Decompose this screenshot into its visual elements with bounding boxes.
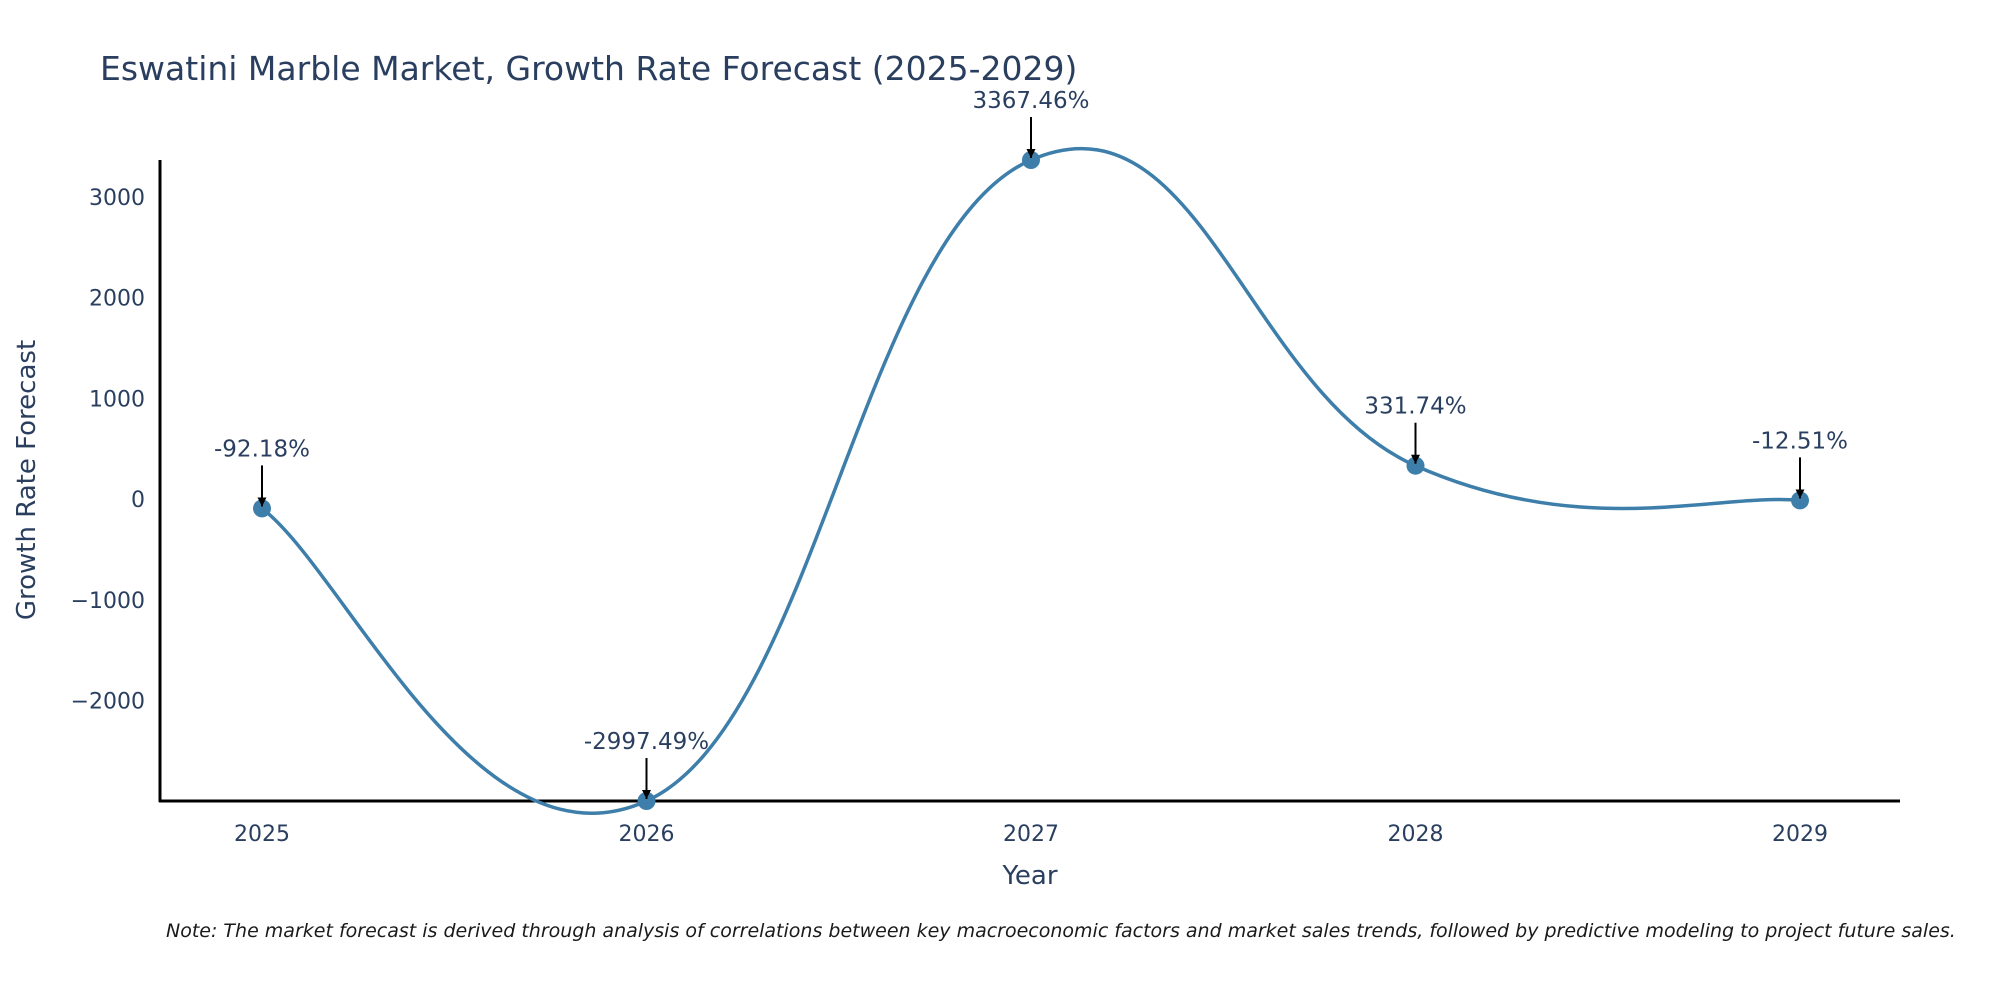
data-label: 331.74% <box>1364 394 1466 420</box>
chart-title: Eswatini Marble Market, Growth Rate Fore… <box>100 49 1077 88</box>
data-annotation: 331.74% <box>1364 394 1467 464</box>
footnote: Note: The market forecast is derived thr… <box>166 920 1956 942</box>
x-tick-label: 2027 <box>1003 822 1059 847</box>
series-line <box>260 146 1801 815</box>
data-label: 3367.46% <box>973 88 1090 114</box>
y-tick-label: 2000 <box>89 287 145 312</box>
data-annotation: 3367.46% <box>973 88 1090 158</box>
y-axis-title: Growth Rate Forecast <box>12 340 42 620</box>
y-tick-label: −2000 <box>71 690 145 715</box>
x-tick-label: 2026 <box>619 822 675 847</box>
y-tick-label: 0 <box>131 488 145 513</box>
y-axis: 3000 2000 1000 0 −1000 −2000 <box>71 160 162 802</box>
data-label: -2997.49% <box>584 729 709 755</box>
data-label: -12.51% <box>1752 428 1848 454</box>
x-tick-label: 2029 <box>1772 822 1828 847</box>
data-annotation: -2997.49% <box>584 729 709 799</box>
x-tick-label: 2025 <box>234 822 290 847</box>
x-axis: 2025 2026 2027 2028 2029 <box>159 799 1900 847</box>
data-annotations: -92.18% -2997.49% 3367.46% 331.74% -12.51% <box>214 88 1848 799</box>
y-tick-label: 3000 <box>89 186 145 211</box>
y-tick-label: −1000 <box>71 589 145 614</box>
series-growth-rate <box>253 146 1809 815</box>
data-annotation: -12.51% <box>1752 428 1848 499</box>
data-label: -92.18% <box>214 436 310 462</box>
data-annotation: -92.18% <box>214 436 310 507</box>
x-axis-title: Year <box>1001 861 1057 891</box>
x-tick-label: 2028 <box>1388 822 1444 847</box>
y-tick-label: 1000 <box>89 387 145 412</box>
